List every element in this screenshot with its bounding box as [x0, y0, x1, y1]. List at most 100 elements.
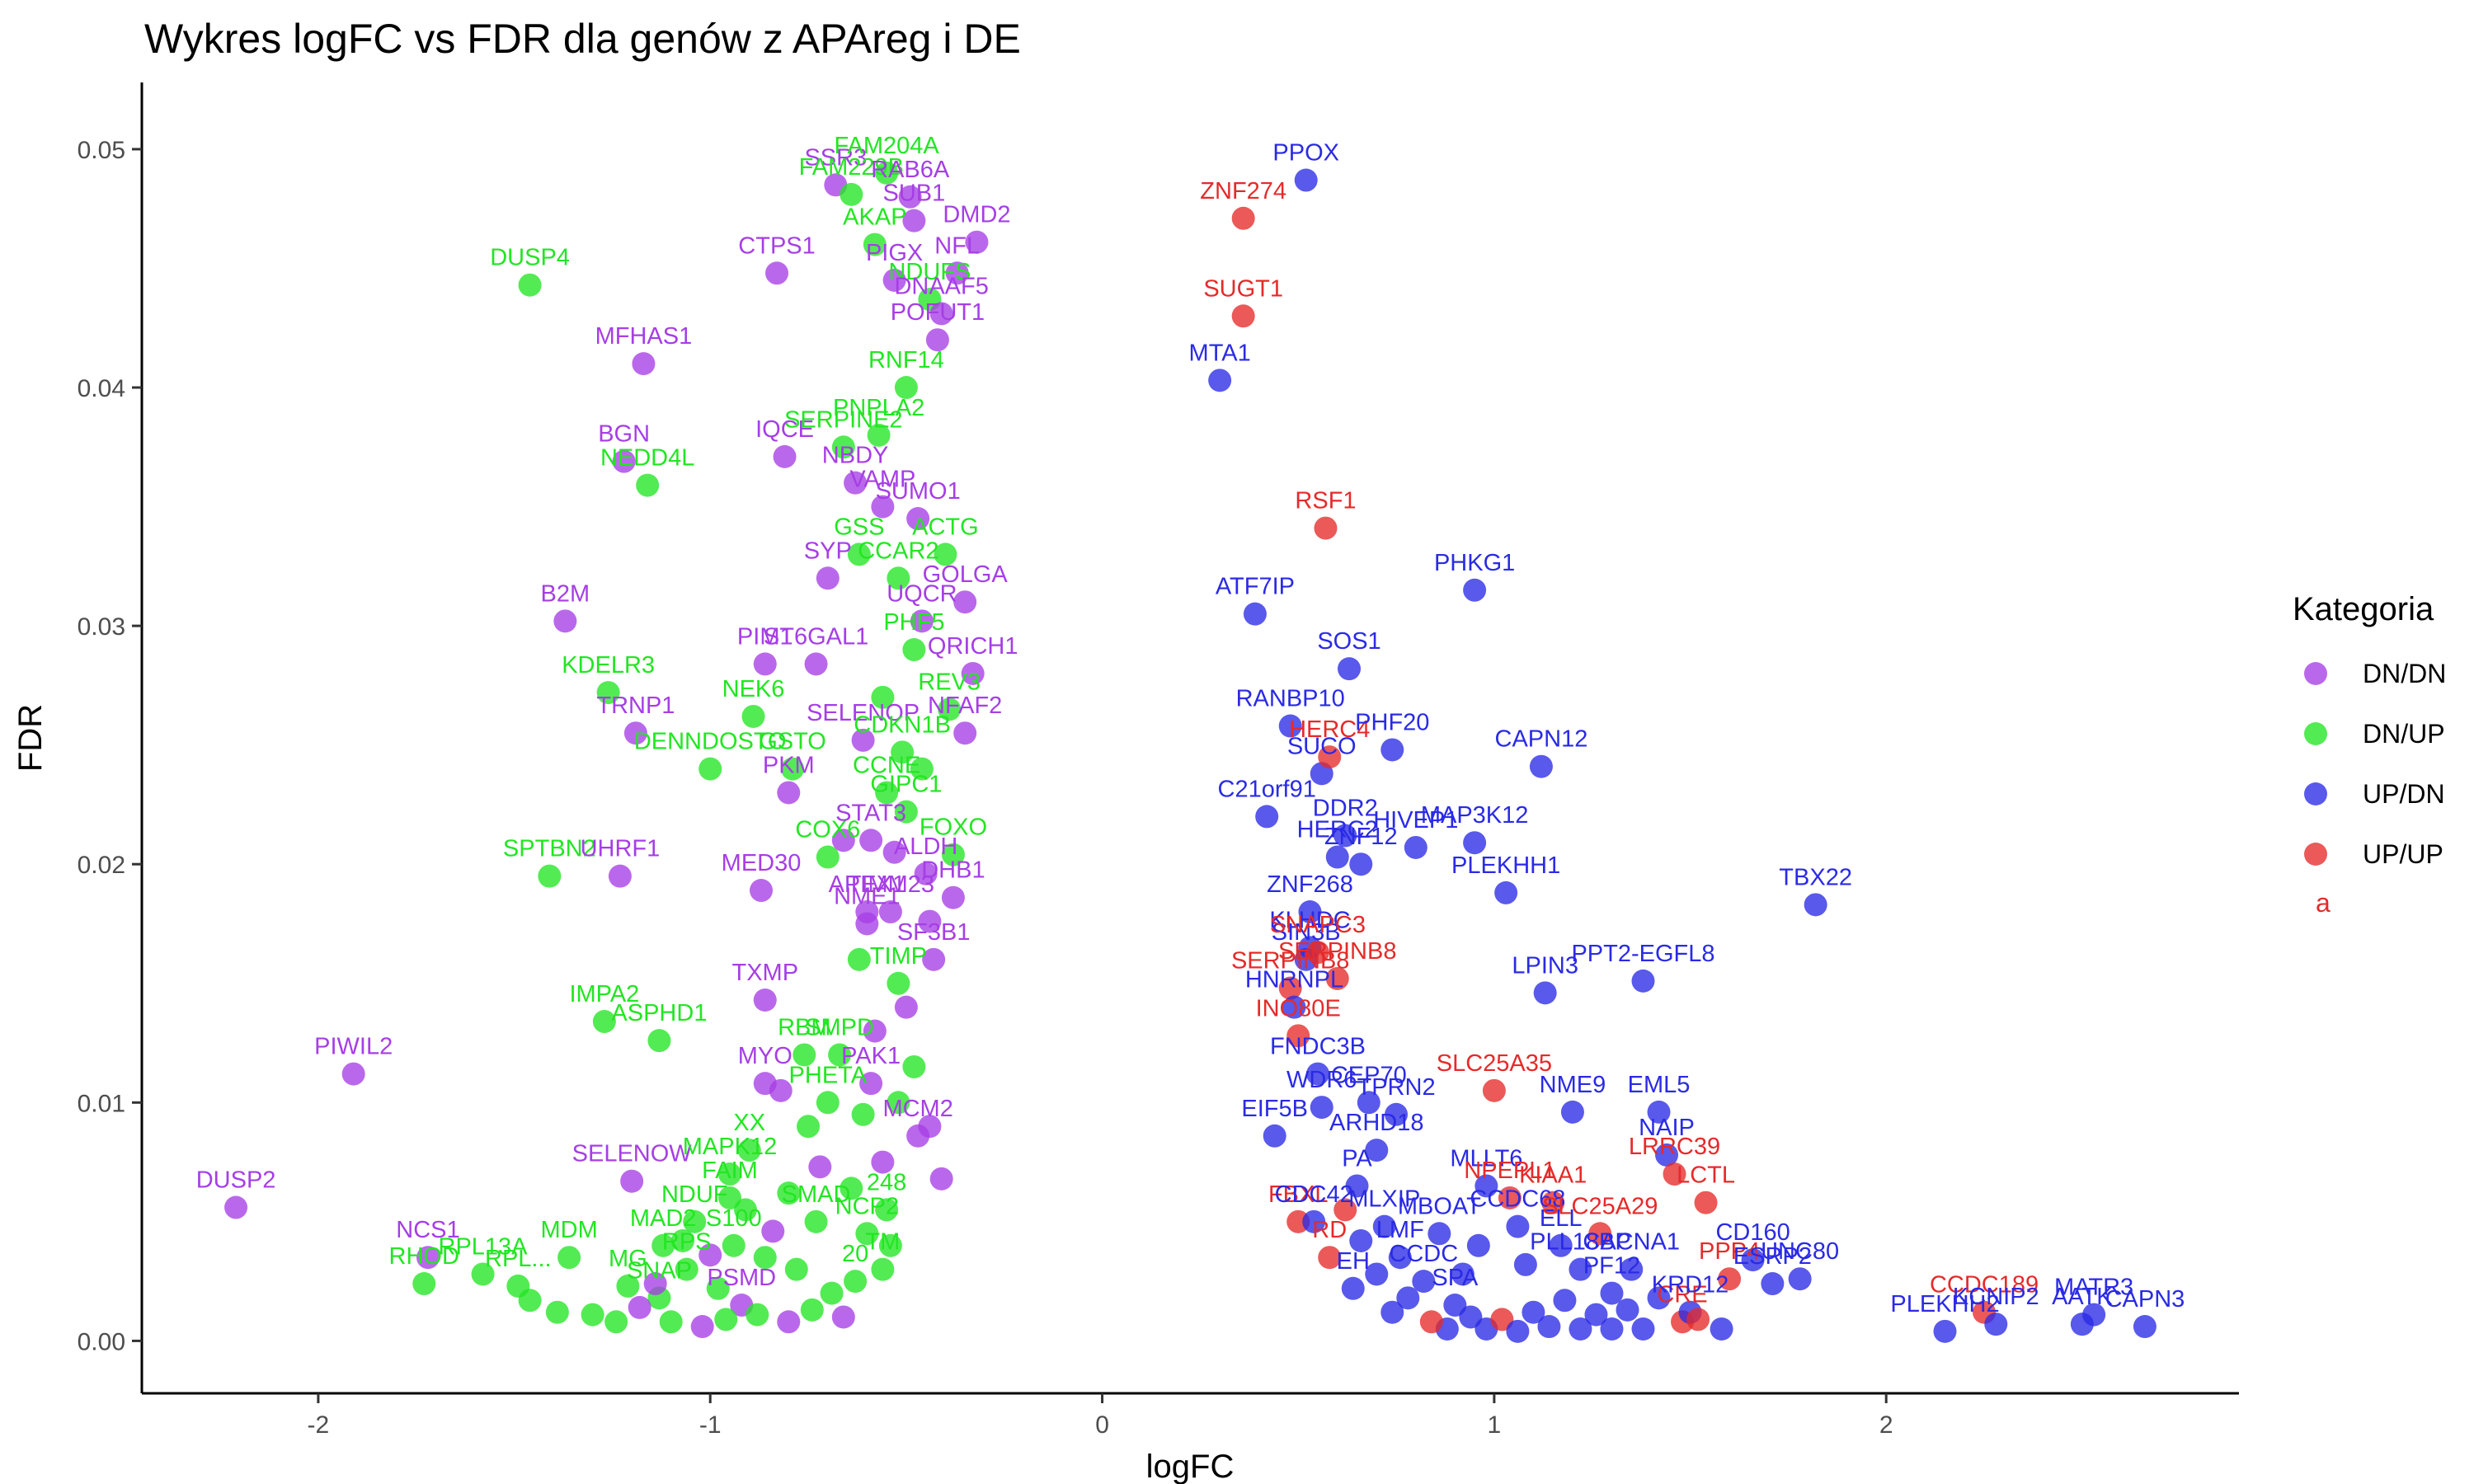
data-point — [1282, 995, 1306, 1019]
data-point — [816, 845, 840, 869]
point-label: SMPD — [805, 1014, 874, 1040]
point-label: C21orf91 — [1218, 776, 1316, 802]
data-point — [929, 302, 953, 326]
point-label: DUSP2 — [196, 1167, 276, 1194]
point-label: NFL — [934, 232, 980, 259]
point-label: CCNE — [853, 752, 920, 778]
data-point — [961, 661, 985, 685]
data-point — [871, 495, 895, 519]
point-label: DMD2 — [943, 202, 1010, 228]
point-label: TXMP — [731, 960, 798, 986]
data-point — [1318, 1246, 1342, 1270]
data-point — [875, 1198, 899, 1222]
data-point — [1443, 1294, 1467, 1317]
data-point — [545, 1300, 569, 1324]
data-point — [2082, 1303, 2106, 1327]
data-point — [887, 1091, 910, 1115]
data-point — [773, 444, 797, 468]
point-label: BGN — [598, 421, 650, 448]
data-point — [816, 1091, 840, 1115]
point-label: PIWIL2 — [314, 1034, 393, 1060]
data-point — [1533, 981, 1557, 1005]
y-tick-label: 0.04 — [78, 375, 125, 402]
data-point — [612, 449, 636, 473]
point-label: NCP2 — [835, 1193, 899, 1219]
point-label: MCM2 — [882, 1096, 952, 1122]
data-point — [1325, 966, 1349, 990]
data-point — [1663, 1162, 1686, 1186]
point-label: INO80E — [1256, 995, 1341, 1021]
data-point — [1529, 754, 1553, 778]
data-point — [592, 1010, 616, 1034]
data-point — [965, 230, 989, 254]
point-label: ZNF12 — [1324, 824, 1398, 850]
data-point — [628, 1295, 651, 1319]
data-point — [1325, 845, 1349, 869]
point-label: ZNF268 — [1267, 871, 1353, 898]
point-label: RPL13A — [439, 1233, 529, 1260]
point-label: SF3B1 — [897, 919, 971, 946]
data-point — [831, 829, 855, 852]
data-point — [918, 1115, 942, 1139]
data-point — [1984, 1313, 2008, 1336]
point-label: MFHAS1 — [595, 323, 693, 350]
point-label: TIMM23 — [847, 871, 934, 898]
data-point — [734, 1198, 758, 1222]
point-label: STAT3 — [835, 800, 906, 826]
point-label: EML5 — [1628, 1072, 1691, 1098]
point-label: PPOX — [1272, 140, 1339, 167]
data-point — [1631, 1317, 1655, 1341]
data-point — [777, 1181, 801, 1205]
point-label: SUB1 — [883, 181, 946, 207]
data-point — [714, 1308, 738, 1331]
data-point — [706, 1276, 730, 1300]
point-label: CCDC189 — [1930, 1272, 2039, 1298]
data-point — [683, 1209, 707, 1233]
data-point — [670, 1228, 694, 1252]
y-tick-label: 0.00 — [78, 1328, 125, 1355]
legend-key — [2304, 843, 2327, 866]
data-point — [1569, 1317, 1592, 1341]
data-point — [750, 879, 774, 903]
point-label: SMAD — [782, 1181, 851, 1208]
data-point — [1616, 1298, 1639, 1322]
point-label: PPT2-EGFL8 — [1571, 941, 1714, 967]
point-label: CEP70 — [1331, 1062, 1407, 1088]
data-point — [875, 781, 899, 805]
point-label: NME9 — [1540, 1072, 1606, 1098]
point-label: ESRP2 — [1733, 1243, 1812, 1270]
legend-key — [2304, 782, 2327, 805]
data-point — [581, 1303, 604, 1327]
data-point — [1506, 1319, 1530, 1343]
data-point — [1600, 1281, 1624, 1305]
point-label: 20 — [842, 1241, 868, 1267]
point-label: HNRNPL — [1245, 967, 1343, 993]
point-label: NEDD4L — [600, 445, 694, 472]
point-label: PIGX — [866, 240, 923, 266]
legend-items: DN/DN DN/UP UP/DN UP/UP — [2304, 659, 2446, 869]
point-label: EIF5B — [1241, 1096, 1308, 1122]
point-label: MED30 — [722, 850, 802, 876]
data-point — [1294, 168, 1318, 192]
data-point — [898, 185, 922, 209]
point-label: SNAPC3 — [1270, 912, 1366, 938]
data-point — [840, 1176, 863, 1200]
data-point — [1560, 1100, 1584, 1124]
data-point — [894, 376, 918, 400]
point-label: KIAA1 — [1519, 1162, 1587, 1189]
data-point — [1427, 1222, 1451, 1246]
data-point — [1412, 1270, 1436, 1294]
data-point — [224, 1195, 248, 1219]
point-label: RPS — [662, 1229, 712, 1256]
data-point — [1338, 657, 1362, 681]
point-label: S100 — [706, 1205, 762, 1232]
point-label: SERPINB8 — [1278, 938, 1396, 965]
point-label: GSTO — [759, 729, 826, 755]
point-label: CAPN3 — [2105, 1286, 2185, 1313]
data-point — [953, 590, 977, 614]
point-label: PAK1 — [841, 1043, 901, 1069]
data-point — [894, 995, 918, 1019]
point-label: EH — [1337, 1248, 1370, 1275]
point-label: KRD12 — [1652, 1272, 1729, 1298]
